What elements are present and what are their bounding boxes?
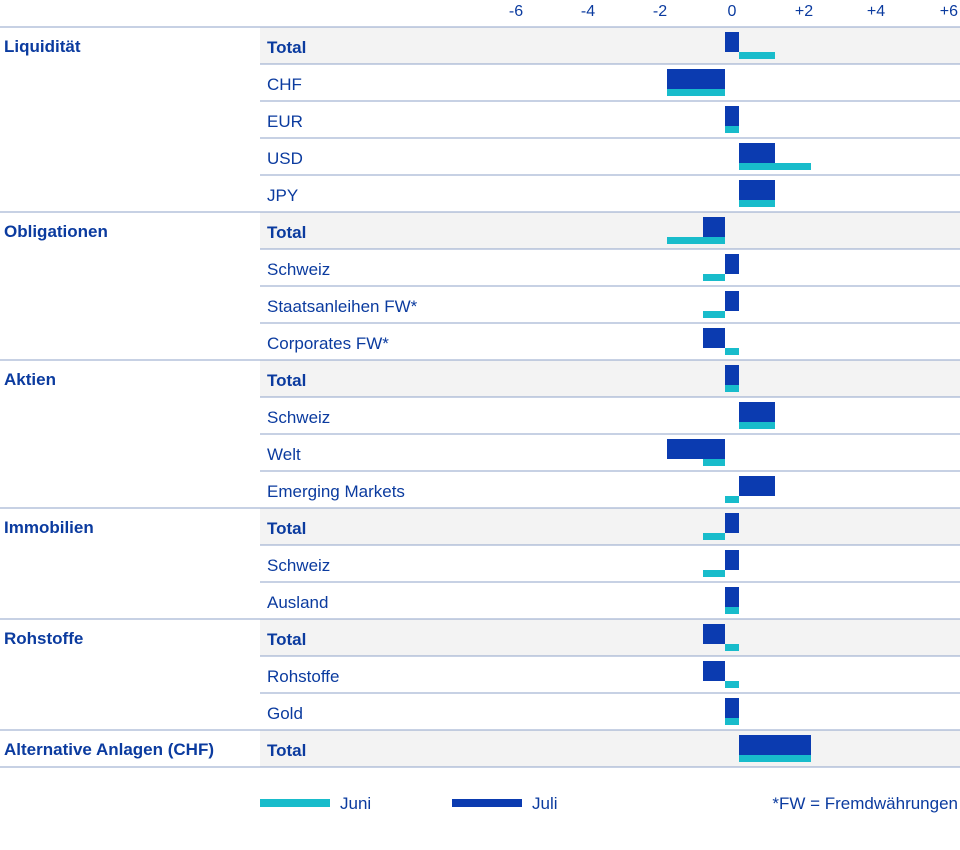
bar-juli-obligationen-schweiz — [725, 254, 739, 274]
bar-juni-aktien-emerging-markets — [725, 496, 739, 503]
group-label-immobilien: Immobilien — [4, 518, 94, 537]
row-label-obligationen-total: Total — [267, 223, 306, 242]
bar-juni-aktien-welt — [703, 459, 725, 466]
row-label-liquidit-t-usd: USD — [267, 149, 303, 168]
row-label-obligationen-schweiz: Schweiz — [267, 260, 330, 279]
x-tick-label: +4 — [867, 3, 885, 20]
bar-juli-obligationen-corporates-fw — [703, 328, 725, 348]
bar-juni-liquidit-t-jpy — [739, 200, 775, 207]
group-label-obligationen: Obligationen — [4, 222, 108, 241]
x-tick-label: -4 — [581, 3, 595, 20]
bar-juli-alternative-anlagen-chf-total — [739, 735, 811, 755]
bar-juni-rohstoffe-rohstoffe — [725, 681, 739, 688]
row-label-liquidit-t-jpy: JPY — [267, 186, 298, 205]
legend-label-juli: Juli — [532, 794, 558, 813]
legend-swatch-juni — [260, 799, 330, 807]
bar-juni-immobilien-total — [703, 533, 725, 540]
row-label-alternative-anlagen-chf-total: Total — [267, 741, 306, 760]
bar-juni-obligationen-staatsanleihen-fw — [703, 311, 725, 318]
group-label-aktien: Aktien — [4, 370, 56, 389]
bar-juli-immobilien-schweiz — [725, 550, 739, 570]
group-label-alternative-anlagen-chf: Alternative Anlagen (CHF) — [4, 740, 214, 759]
bar-juni-obligationen-schweiz — [703, 274, 725, 281]
bar-juli-aktien-schweiz — [739, 402, 775, 422]
group-label-rohstoffe: Rohstoffe — [4, 629, 83, 648]
bar-juni-liquidit-t-eur — [725, 126, 739, 133]
row-label-liquidit-t-chf: CHF — [267, 75, 302, 94]
row-label-obligationen-corporates-fw: Corporates FW* — [267, 334, 389, 353]
bar-juli-aktien-total — [725, 365, 739, 385]
x-tick-label: +2 — [795, 3, 813, 20]
x-axis-tick-labels: -6 -4 -2 0 +2 +4 +6 — [509, 3, 958, 20]
row-label-rohstoffe-gold: Gold — [267, 704, 303, 723]
row-label-aktien-emerging-markets: Emerging Markets — [267, 482, 405, 501]
row-dividers — [0, 26, 960, 768]
legend: Juni Juli *FW = Fremdwährungen — [260, 794, 958, 813]
bar-juni-obligationen-corporates-fw — [725, 348, 739, 355]
legend-swatch-juli — [452, 799, 522, 807]
group-labels: Liquidität Obligationen Aktien Immobilien Ro… — [4, 37, 214, 759]
x-tick-label: +6 — [940, 3, 958, 20]
total-row-background — [260, 508, 960, 545]
bar-juli-liquidit-t-usd — [739, 143, 775, 163]
row-label-immobilien-ausland: Ausland — [267, 593, 328, 612]
row-backgrounds — [260, 27, 960, 767]
bar-juli-aktien-emerging-markets — [739, 476, 775, 496]
total-row-background — [260, 27, 960, 64]
bars — [667, 32, 811, 762]
row-label-rohstoffe-rohstoffe: Rohstoffe — [267, 667, 339, 686]
bar-juli-aktien-welt — [667, 439, 725, 459]
bar-juli-liquidit-t-eur — [725, 106, 739, 126]
footnote: *FW = Fremdwährungen — [772, 794, 958, 813]
row-label-aktien-welt: Welt — [267, 445, 301, 464]
x-tick-label: 0 — [728, 3, 737, 20]
total-row-background — [260, 730, 960, 767]
row-labels: Total CHF EUR USD JPY Total Schweiz Staatsanlei… — [267, 38, 418, 760]
bar-juni-alternative-anlagen-chf-total — [739, 755, 811, 762]
bar-juni-liquidit-t-usd — [739, 163, 811, 170]
row-label-rohstoffe-total: Total — [267, 630, 306, 649]
bar-juli-immobilien-total — [725, 513, 739, 533]
x-tick-label: -6 — [509, 3, 523, 20]
bar-juni-obligationen-total — [667, 237, 725, 244]
bar-juli-obligationen-staatsanleihen-fw — [725, 291, 739, 311]
total-row-background — [260, 360, 960, 397]
bar-juni-liquidit-t-chf — [667, 89, 725, 96]
bar-juni-immobilien-ausland — [725, 607, 739, 614]
bar-juli-rohstoffe-gold — [725, 698, 739, 718]
bar-juni-aktien-schweiz — [739, 422, 775, 429]
bar-juli-liquidit-t-jpy — [739, 180, 775, 200]
group-label-liquidit-t: Liquidität — [4, 37, 81, 56]
bar-juli-immobilien-ausland — [725, 587, 739, 607]
bar-juli-obligationen-total — [703, 217, 725, 237]
bar-juni-rohstoffe-gold — [725, 718, 739, 725]
bar-juni-aktien-total — [725, 385, 739, 392]
row-label-aktien-schweiz: Schweiz — [267, 408, 330, 427]
bar-juli-rohstoffe-total — [703, 624, 725, 644]
row-label-immobilien-total: Total — [267, 519, 306, 538]
bar-juni-rohstoffe-total — [725, 644, 739, 651]
bar-juli-rohstoffe-rohstoffe — [703, 661, 725, 681]
row-label-immobilien-schweiz: Schweiz — [267, 556, 330, 575]
row-label-obligationen-staatsanleihen-fw: Staatsanleihen FW* — [267, 297, 418, 316]
total-row-background — [260, 619, 960, 656]
x-tick-label: -2 — [653, 3, 667, 20]
bar-juni-immobilien-schweiz — [703, 570, 725, 577]
bar-juni-liquidit-t-total — [739, 52, 775, 59]
row-label-liquidit-t-total: Total — [267, 38, 306, 57]
bar-juli-liquidit-t-total — [725, 32, 739, 52]
row-label-liquidit-t-eur: EUR — [267, 112, 303, 131]
legend-label-juni: Juni — [340, 794, 371, 813]
bar-juli-liquidit-t-chf — [667, 69, 725, 89]
row-label-aktien-total: Total — [267, 371, 306, 390]
total-row-background — [260, 212, 960, 249]
